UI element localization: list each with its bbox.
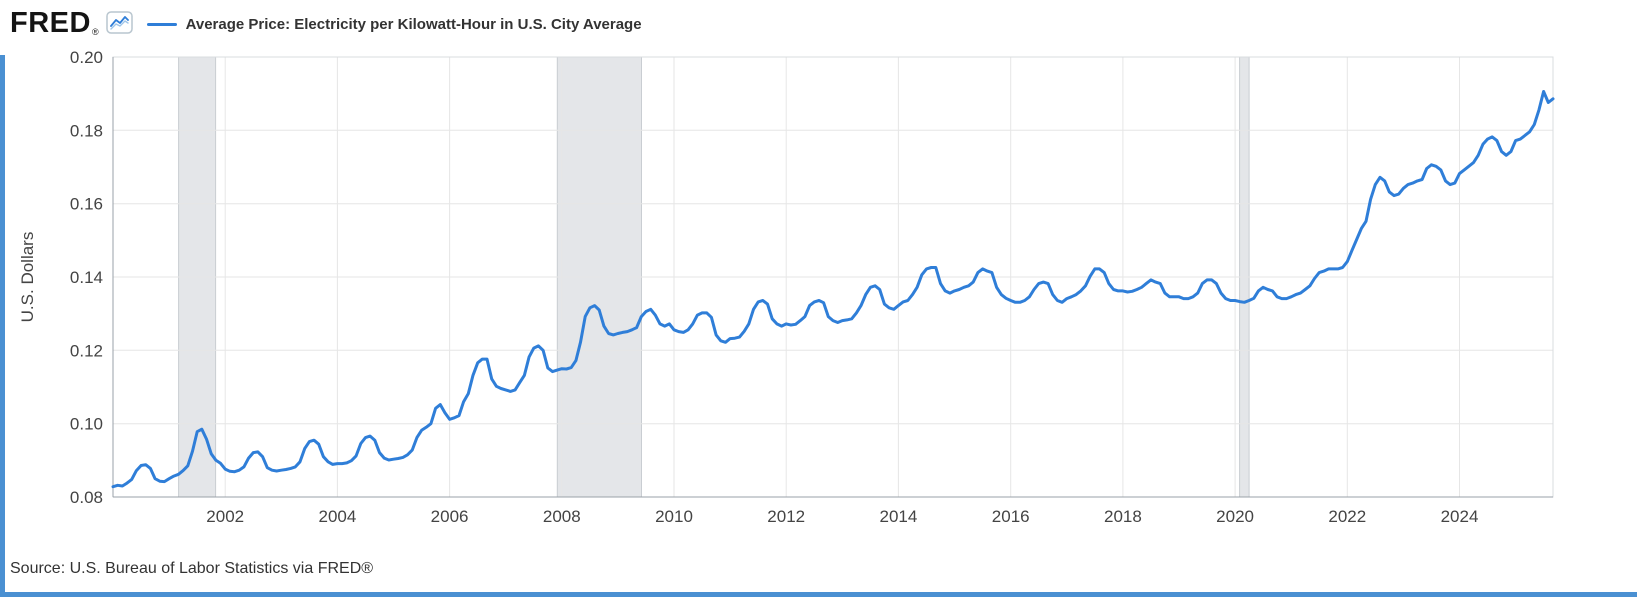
y-tick-label: 0.12	[70, 341, 103, 360]
x-tick-label: 2002	[206, 507, 244, 526]
x-tick-label: 2012	[767, 507, 805, 526]
x-tick-label: 2004	[318, 507, 356, 526]
y-tick-label: 0.14	[70, 268, 103, 287]
x-tick-label: 2018	[1104, 507, 1142, 526]
source-text: Source: U.S. Bureau of Labor Statistics …	[10, 560, 374, 577]
x-tick-label: 2022	[1328, 507, 1366, 526]
left-accent-bar	[0, 55, 5, 597]
fred-logo-chart-icon	[105, 11, 133, 39]
chart-footer: Source: U.S. Bureau of Labor Statistics …	[10, 560, 373, 578]
x-tick-label: 2006	[431, 507, 469, 526]
legend-label: Average Price: Electricity per Kilowatt-…	[185, 15, 642, 33]
legend-line-swatch	[146, 22, 177, 26]
legend-item[interactable]: Average Price: Electricity per Kilowatt-…	[146, 15, 642, 33]
x-tick-label: 2024	[1441, 507, 1479, 526]
x-tick-label: 2010	[655, 507, 693, 526]
x-tick-label: 2016	[992, 507, 1030, 526]
y-tick-label: 0.10	[70, 415, 103, 434]
fred-logo-text: FRED	[10, 7, 91, 39]
x-tick-label: 2020	[1216, 507, 1254, 526]
y-tick-label: 0.16	[70, 195, 103, 214]
y-axis-title: U.S. Dollars	[18, 231, 37, 323]
fred-logo-registered-mark: ®	[91, 27, 99, 37]
fred-logo[interactable]: FRED ®	[10, 9, 133, 39]
y-tick-label: 0.08	[70, 488, 103, 507]
chart-header: FRED ® Average Price: Electricity per Ki…	[0, 0, 1637, 48]
x-tick-label: 2008	[543, 507, 581, 526]
bottom-accent-bar	[0, 592, 1637, 597]
plot-hover-area[interactable]	[113, 57, 1553, 497]
x-tick-label: 2014	[879, 507, 917, 526]
series-line[interactable]	[111, 90, 1555, 489]
y-tick-label: 0.18	[70, 121, 103, 140]
y-tick-label: 0.20	[70, 48, 103, 67]
